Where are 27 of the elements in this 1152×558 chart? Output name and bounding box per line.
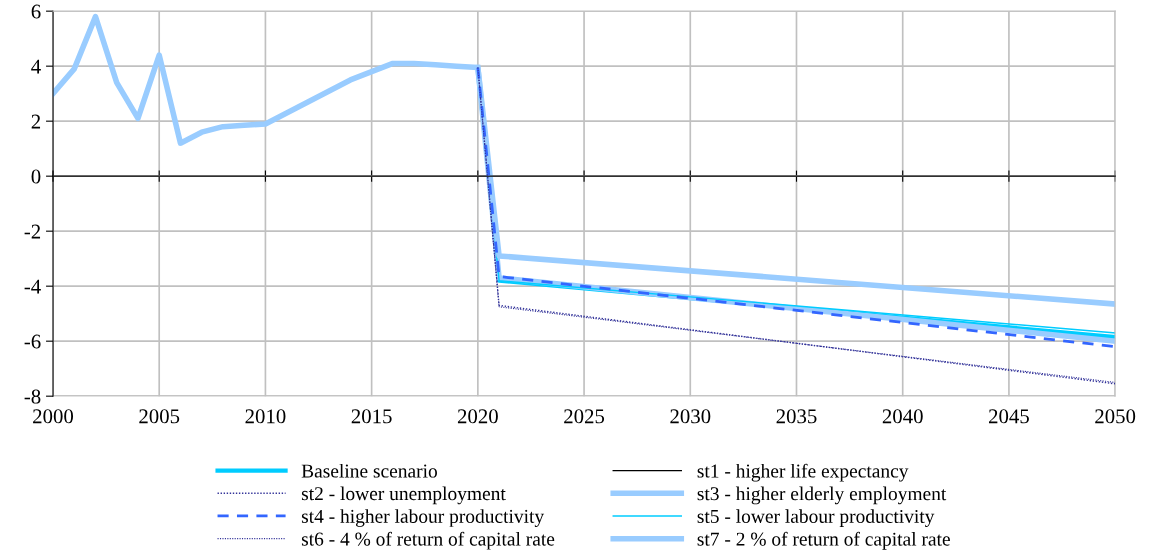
x-tick-label: 2030 [670,409,711,424]
y-tick-label: 4 [31,59,41,74]
y-tick-label: 2 [31,114,41,129]
x-tick-label: 2000 [33,409,74,424]
legend-label: st1 - higher life expectancy [697,463,909,482]
legend-label: st3 - higher elderly employment [697,486,947,505]
x-tick-label: 2020 [457,409,498,424]
y-tick-label: 6 [31,4,41,19]
y-tick-label: -6 [24,334,41,349]
x-tick-label: 2040 [882,409,923,424]
legend-label: st2 - lower unemployment [301,486,506,505]
x-tick-label: 2050 [1095,409,1136,424]
legend-label: st4 - higher labour productivity [301,509,545,527]
x-tick-label: 2005 [139,409,180,424]
x-tick-label: 2035 [776,409,817,424]
y-tick-label: -2 [24,224,41,239]
legend-label: Baseline scenario [301,463,437,478]
y-tick-label: -4 [24,279,41,294]
y-tick-label: -8 [24,389,41,404]
x-tick-label: 2025 [564,409,605,424]
x-tick-label: 2045 [989,409,1029,424]
legend-label: st5 - lower labour productivity [697,509,935,527]
legend-label: st6 - 4 % of return of capital rate [301,531,555,550]
x-tick-label: 2010 [245,409,286,424]
x-tick-label: 2015 [351,409,392,424]
y-tick-label: 0 [31,169,41,184]
legend-label: st7 - 2 % of return of capital rate [697,531,950,550]
